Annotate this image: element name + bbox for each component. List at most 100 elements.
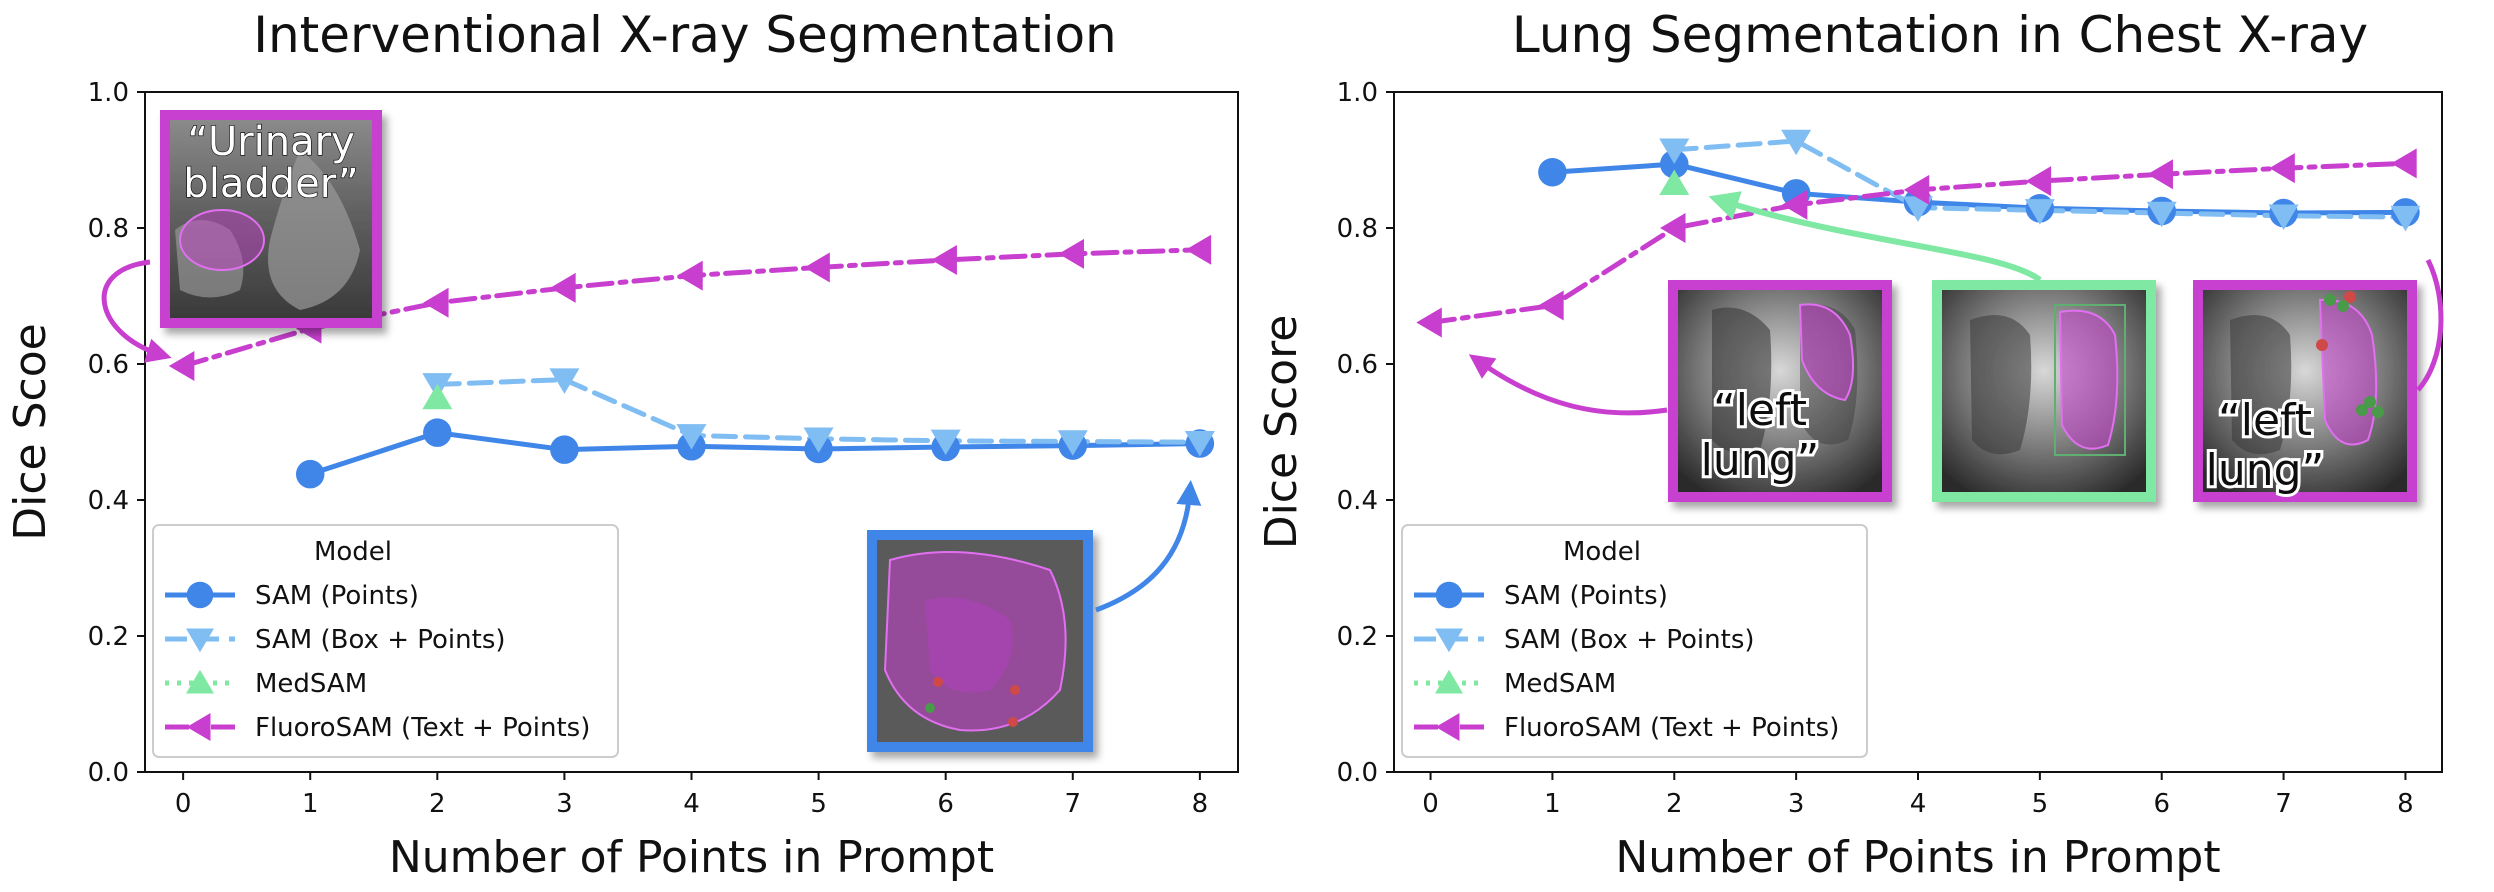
axes: 0 1 2 3 4 5 6 7 8 0.0 0.2 0.4 0.6 0.8 1.0 Number of Poi… — [1256, 78, 2443, 883]
data-point — [550, 272, 576, 303]
data-point — [1416, 307, 1442, 338]
inset-arrow — [1468, 354, 1668, 416]
inset-label-line1: “Urinary — [187, 119, 355, 165]
inset-label-line2: lung” — [2206, 445, 2325, 496]
data-point — [2268, 204, 2299, 231]
data-point — [1058, 238, 1085, 269]
y-tick-label: 0.0 — [1337, 758, 1378, 788]
legend-entry-label: FluoroSAM (Text + Points) — [1504, 713, 1839, 743]
legend-swatch-marker — [1435, 581, 1463, 609]
x-tick-label: 2 — [1666, 789, 1683, 819]
legend-title: Model — [1563, 537, 1641, 567]
x-tick-label: 3 — [1788, 789, 1805, 819]
x-tick-label: 0 — [1422, 789, 1439, 819]
chart-title: Lung Segmentation in Chest X-ray — [1512, 6, 2368, 64]
data-point — [1659, 138, 1690, 165]
x-tick-label: 8 — [2397, 789, 2414, 819]
legend-swatch-marker — [1435, 628, 1463, 653]
series-markers — [1416, 129, 2421, 338]
x-tick-label: 3 — [556, 789, 573, 819]
legend-entry-label: MedSAM — [255, 669, 367, 699]
legend-entry-label: SAM (Points) — [255, 581, 419, 611]
data-point — [2269, 153, 2295, 184]
data-point — [1659, 169, 1690, 196]
legend-entry-label: FluoroSAM (Text + Points) — [255, 713, 590, 743]
x-tick-label: 8 — [1192, 789, 1209, 819]
x-tick-label: 2 — [429, 789, 446, 819]
inset-medsam-box — [1932, 280, 2156, 502]
legend-title: Model — [314, 537, 392, 567]
y-tick-label: 0.6 — [88, 350, 129, 380]
data-point — [931, 244, 957, 275]
y-axis-label: Dice Score — [1256, 315, 1307, 550]
data-point — [1538, 290, 1564, 321]
legend-box — [1401, 524, 1868, 758]
data-point — [2147, 159, 2173, 190]
data-point — [1184, 430, 1215, 457]
legend-entry-label: MedSAM — [1504, 669, 1616, 699]
legend-swatch-marker — [186, 669, 214, 694]
legend-entry-label: SAM (Points) — [1504, 581, 1668, 611]
legend-swatch-marker — [186, 581, 214, 609]
data-point — [1538, 157, 1567, 187]
x-tick-label: 4 — [683, 789, 700, 819]
data-point — [2390, 205, 2421, 232]
legend-box — [152, 524, 619, 758]
inset-arrow — [1095, 480, 1202, 613]
axes: 0 1 2 3 4 5 6 7 8 0.0 0.2 0.4 0.6 0.8 1.0 Number of Poi… — [5, 78, 1239, 883]
chart-lung-segmentation: Lung Segmentation in Chest X-ray 0 1 2 3 4 5 6… — [1256, 6, 2444, 883]
inset-left-lung-text: “left lung” — [1668, 280, 1892, 502]
x-tick-label: 1 — [302, 789, 319, 819]
series-line — [307, 430, 1203, 477]
y-tick-label: 0.8 — [88, 214, 129, 244]
inset-left-lung-points: “left lung” — [2193, 280, 2417, 502]
x-tick-label: 7 — [2275, 789, 2292, 819]
x-tick-label: 6 — [2153, 789, 2170, 819]
inset-arrow — [1708, 191, 2042, 283]
series-markers — [168, 234, 1215, 489]
data-point — [168, 351, 195, 382]
chart-title: Interventional X-ray Segmentation — [253, 6, 1117, 64]
data-point — [804, 252, 830, 283]
y-tick-label: 1.0 — [1337, 78, 1378, 108]
data-point — [2025, 166, 2052, 197]
legend-swatch-marker — [1435, 713, 1460, 741]
legend-swatch-marker — [186, 628, 214, 653]
data-point — [2146, 201, 2177, 228]
inset-label-line2: lung” — [1701, 435, 1820, 486]
data-point — [1903, 196, 1933, 222]
x-tick-label: 7 — [1065, 789, 1082, 819]
legend-swatch-marker — [1435, 669, 1463, 694]
data-point — [295, 459, 325, 489]
inset-label-line2: bladder” — [183, 161, 358, 207]
inset-label-line1: “left — [2218, 395, 2312, 446]
y-tick-label: 1.0 — [88, 78, 129, 108]
x-tick-label: 5 — [2032, 789, 2049, 819]
data-point — [676, 424, 707, 450]
y-tick-label: 0.2 — [88, 622, 129, 652]
legend-entry-label: SAM (Box + Points) — [1504, 625, 1755, 655]
y-tick-label: 0.4 — [88, 486, 129, 516]
series-line — [1549, 161, 2408, 216]
legend-entry-label: SAM (Box + Points) — [255, 625, 506, 655]
x-tick-label: 6 — [937, 789, 954, 819]
data-point — [423, 418, 452, 447]
x-axis-label: Number of Points in Prompt — [1615, 832, 2220, 883]
data-point — [550, 435, 579, 464]
inset-arrow — [101, 259, 172, 363]
inset-label-line1: “left — [1713, 385, 1807, 436]
x-tick-label: 5 — [810, 789, 827, 819]
y-tick-label: 0.2 — [1337, 622, 1378, 652]
data-point — [1057, 430, 1088, 456]
data-point — [1660, 149, 1689, 179]
legend-swatch-marker — [186, 713, 211, 741]
x-axis-label: Number of Points in Prompt — [389, 832, 994, 883]
y-tick-label: 0.0 — [88, 758, 129, 788]
data-point — [423, 287, 449, 318]
data-point — [1781, 129, 1812, 156]
x-tick-label: 1 — [1544, 789, 1561, 819]
inset-arrow — [2416, 258, 2444, 392]
data-point — [1185, 234, 1212, 265]
